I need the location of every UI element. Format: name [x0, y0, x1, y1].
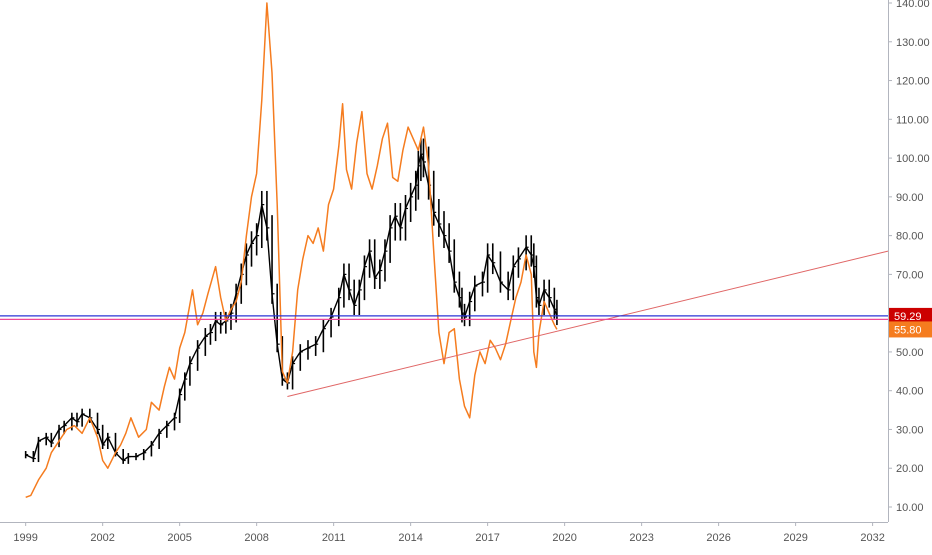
price-tick-label: 80.00: [896, 231, 924, 243]
time-tick-label: 2011: [322, 532, 346, 544]
price-label-text: 55.80: [894, 324, 922, 336]
time-tick-label: 1999: [13, 532, 37, 544]
price-tick-label: 10.00: [896, 502, 924, 514]
time-tick-label: 2017: [475, 532, 499, 544]
price-tick-label: 40.00: [896, 386, 924, 398]
price-label-background: [889, 321, 932, 338]
price-tick-label: 140.00: [896, 0, 930, 10]
price-tick-label: 120.00: [896, 76, 930, 88]
price-tick-label: 90.00: [896, 192, 924, 204]
time-tick-label: 2005: [167, 532, 191, 544]
price-tick-label: 110.00: [896, 114, 929, 126]
time-tick-label: 2014: [398, 532, 422, 544]
comparison-series-line: [25, 2, 558, 499]
trendline[interactable]: [287, 250, 889, 397]
time-tick-label: 2029: [783, 532, 807, 544]
time-tick-label: 2002: [90, 532, 114, 544]
time-axis[interactable]: 1999 2002 2005 2008 2011 2014 2017 2020 2023 2026…: [0, 522, 888, 544]
price-label-badge: 55.80: [889, 321, 932, 338]
plot-area: [0, 2, 889, 499]
price-series-line: [25, 153, 558, 462]
price-tick-label: 100.00: [896, 153, 930, 165]
price-label-background: [889, 307, 932, 324]
time-tick-label: 2026: [706, 532, 730, 544]
price-tick-label: 20.00: [896, 463, 924, 475]
time-tick-label: 2008: [244, 532, 268, 544]
time-tick-label: 2020: [552, 532, 576, 544]
time-tick-label: 2023: [629, 532, 653, 544]
price-tick-label: 130.00: [896, 37, 930, 49]
price-label-text: 59.29: [894, 311, 922, 323]
price-label-badge: 59.29: [889, 307, 932, 324]
price-tick-label: 50.00: [896, 347, 924, 359]
price-tick-label: 30.00: [896, 424, 924, 436]
time-tick-label: 2032: [860, 532, 884, 544]
price-tick-label: 70.00: [896, 269, 924, 281]
